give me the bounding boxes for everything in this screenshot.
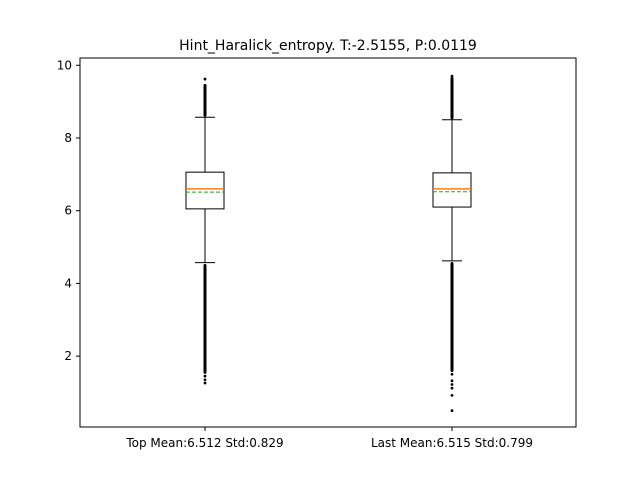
outlier-point xyxy=(203,263,207,267)
outlier-point xyxy=(203,300,207,303)
outlier-point xyxy=(203,77,207,81)
outlier-point xyxy=(450,383,454,386)
y-tick-label: 4 xyxy=(64,276,72,290)
outlier-point xyxy=(450,98,454,102)
outlier-point xyxy=(203,96,207,100)
outlier-point xyxy=(450,409,454,413)
outlier-point xyxy=(450,269,454,273)
chart-title: Hint_Haralick_entropy. T:-2.5155, P:0.01… xyxy=(179,38,477,54)
outlier-point xyxy=(203,307,207,311)
outlier-point xyxy=(450,102,454,105)
y-tick-label: 6 xyxy=(64,204,72,218)
outlier-point xyxy=(203,314,207,318)
outlier-point xyxy=(450,341,454,345)
outlier-point xyxy=(450,87,454,91)
outlier-point xyxy=(450,291,454,294)
box xyxy=(185,171,225,210)
outlier-point xyxy=(203,329,207,333)
x-category-label: Top Mean:6.512 Std:0.829 xyxy=(125,436,283,450)
outlier-point xyxy=(450,363,454,367)
outlier-point xyxy=(450,379,454,383)
y-tick-label: 2 xyxy=(64,349,72,363)
outlier-point xyxy=(450,312,454,316)
outlier-point xyxy=(203,103,207,107)
x-category-label: Last Mean:6.515 Std:0.799 xyxy=(371,436,533,450)
outlier-point xyxy=(450,80,454,84)
outlier-point xyxy=(203,100,207,104)
outlier-point xyxy=(203,89,207,93)
outlier-point xyxy=(450,74,454,78)
y-tick-label: 8 xyxy=(64,131,72,145)
outlier-point xyxy=(203,83,207,87)
outlier-point xyxy=(203,111,207,114)
outlier-point xyxy=(450,116,454,120)
outlier-point xyxy=(450,320,454,323)
outlier-point xyxy=(203,336,207,340)
outlier-point xyxy=(203,351,207,354)
outlier-point xyxy=(203,381,207,385)
outlier-point xyxy=(203,321,207,325)
outlier-point xyxy=(450,276,454,280)
outlier-point xyxy=(450,298,454,302)
box xyxy=(432,172,472,208)
outlier-point xyxy=(203,343,207,347)
outlier-point xyxy=(450,112,454,116)
outlier-point xyxy=(203,114,207,117)
plot-area: 2 4 6 8 10 Top Mean:6.512 Std:0.829 Last Mean:… xyxy=(57,58,533,450)
outlier-point xyxy=(450,334,454,338)
outlier-point xyxy=(450,262,454,265)
outlier-point xyxy=(450,349,454,353)
outlier-point xyxy=(450,91,454,94)
outlier-point xyxy=(203,278,207,282)
outlier-point xyxy=(203,92,207,96)
outlier-point xyxy=(450,105,454,109)
outlier-point xyxy=(203,358,207,362)
outlier-point xyxy=(203,365,207,369)
outlier-point xyxy=(450,83,454,87)
axes-frame xyxy=(79,57,577,428)
outlier-point xyxy=(450,109,454,113)
outlier-point xyxy=(450,369,454,373)
outlier-point xyxy=(450,356,454,360)
outlier-point xyxy=(450,393,454,397)
outlier-point xyxy=(203,292,207,296)
outlier-point xyxy=(450,305,454,309)
outlier-point xyxy=(203,371,207,374)
outlier-point xyxy=(450,372,454,376)
outlier-point xyxy=(450,283,454,287)
outlier-point xyxy=(450,94,454,98)
outlier-point xyxy=(450,386,454,390)
outlier-point xyxy=(203,374,207,378)
outlier-point xyxy=(203,285,207,289)
outlier-point xyxy=(450,327,454,331)
outlier-point xyxy=(203,107,207,111)
outlier-point xyxy=(203,378,207,382)
outlier-point xyxy=(203,271,207,274)
y-tick-label: 10 xyxy=(57,58,72,72)
